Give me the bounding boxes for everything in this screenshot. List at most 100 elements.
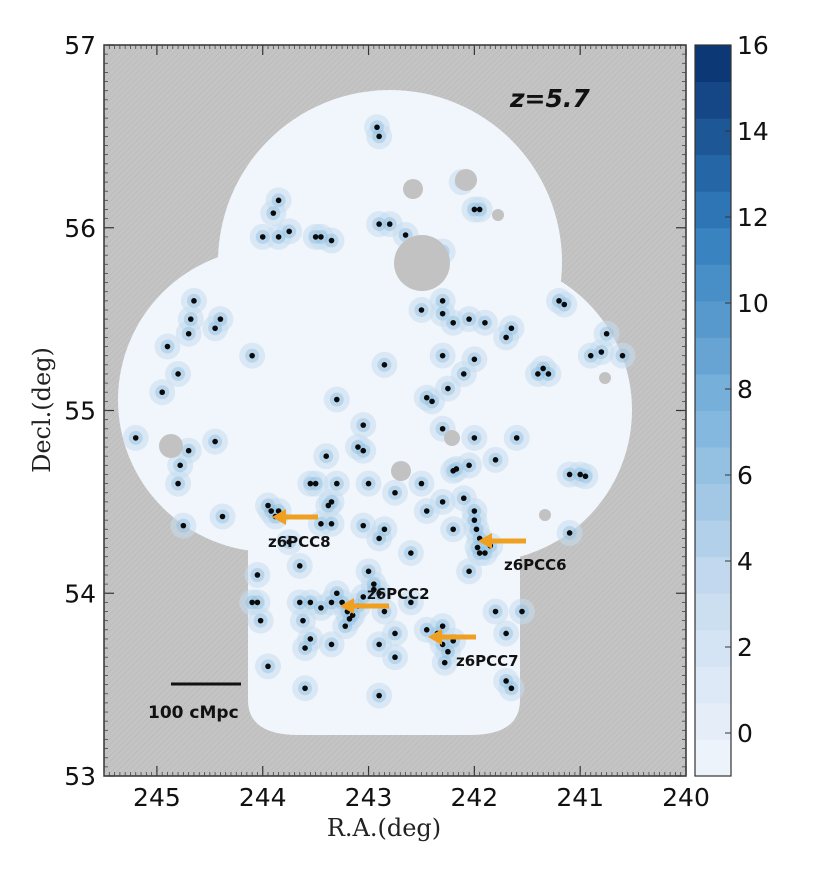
galaxy-point xyxy=(300,617,306,624)
galaxy-point xyxy=(460,495,467,502)
galaxy-point xyxy=(286,539,292,545)
galaxy-point xyxy=(175,480,181,487)
colorbar-band xyxy=(695,300,731,338)
galaxy-point xyxy=(249,599,255,606)
galaxy-point xyxy=(474,544,481,551)
galaxy-point xyxy=(177,462,183,469)
arrow-head xyxy=(478,533,492,549)
galaxy-point xyxy=(376,590,382,597)
galaxy-point xyxy=(371,581,377,587)
galaxy-point xyxy=(175,371,181,377)
scale-bar-label: 100 cMpc xyxy=(148,703,239,723)
galaxy-point xyxy=(450,468,457,474)
galaxy-point xyxy=(318,521,324,527)
colorbar-tick-label: 10 xyxy=(737,289,769,318)
galaxy-point xyxy=(439,623,446,629)
galaxy-point xyxy=(503,334,509,341)
y-tick-label: 54 xyxy=(64,579,96,608)
galaxy-point xyxy=(429,398,435,405)
galaxy-point xyxy=(159,389,165,396)
galaxy-point xyxy=(476,550,483,556)
galaxy-point xyxy=(466,462,472,469)
galaxy-point xyxy=(503,678,509,684)
galaxy-point xyxy=(508,685,515,692)
galaxy-point xyxy=(307,636,314,642)
overdensity-label: z6PCC7 xyxy=(456,652,519,670)
x-tick-label: 242 xyxy=(451,783,499,812)
galaxy-point xyxy=(318,605,324,611)
galaxy-point xyxy=(450,319,457,326)
colorbar-band xyxy=(695,264,731,302)
galaxy-point xyxy=(381,608,388,615)
galaxy-point xyxy=(460,371,467,377)
galaxy-point xyxy=(365,568,372,575)
x-tick-label: 245 xyxy=(133,783,181,812)
galaxy-point xyxy=(603,330,610,337)
galaxy-point xyxy=(296,599,303,606)
galaxy-point xyxy=(482,319,488,326)
galaxy-point xyxy=(445,385,451,392)
mask-hole xyxy=(391,461,411,481)
galaxy-point xyxy=(408,550,414,556)
galaxy-point xyxy=(381,526,388,533)
colorbar: 0 2 4 6 8 10 12 14 16 xyxy=(694,31,769,777)
galaxy-point xyxy=(392,654,398,661)
galaxy-point xyxy=(185,447,192,454)
colorbar-band xyxy=(695,81,731,119)
mask-hole xyxy=(539,509,551,521)
galaxy-point xyxy=(450,526,457,533)
galaxy-point xyxy=(328,521,335,527)
galaxy-point xyxy=(334,396,340,403)
galaxy-point xyxy=(265,502,271,509)
galaxy-point xyxy=(439,352,446,359)
galaxy-point xyxy=(471,517,478,523)
colorbar-tick-label: 8 xyxy=(737,375,753,404)
galaxy-point xyxy=(307,480,314,487)
galaxy-point xyxy=(376,133,382,140)
galaxy-point xyxy=(328,237,335,244)
galaxy-point xyxy=(286,228,292,235)
galaxy-point xyxy=(180,522,187,529)
galaxy-point xyxy=(323,453,330,459)
galaxy-point xyxy=(392,489,398,496)
galaxy-point xyxy=(376,221,382,227)
galaxy-point xyxy=(191,298,197,304)
galaxy-point xyxy=(598,349,605,355)
galaxy-point xyxy=(275,508,282,514)
y-axis-title: Decl.(deg) xyxy=(28,347,56,473)
galaxy-point xyxy=(339,599,345,606)
overdensity-label: z6PCC2 xyxy=(367,585,430,603)
colorbar-tick-label: 12 xyxy=(737,203,769,232)
galaxy-point xyxy=(408,599,414,606)
galaxy-point xyxy=(365,480,372,487)
galaxy-point xyxy=(376,692,382,699)
galaxy-point xyxy=(360,422,367,428)
arrow-head xyxy=(340,598,354,614)
galaxy-point xyxy=(349,612,356,618)
galaxy-point xyxy=(164,343,171,350)
galaxy-point xyxy=(307,599,314,606)
colorbar-band xyxy=(695,520,731,558)
galaxy-point xyxy=(519,608,525,615)
galaxy-point xyxy=(508,325,515,332)
colorbar-band xyxy=(695,410,731,448)
galaxy-point xyxy=(482,550,488,556)
colorbar-tick-label: 2 xyxy=(737,633,753,662)
colorbar-band xyxy=(695,739,731,777)
galaxy-point xyxy=(392,630,398,637)
galaxy-point xyxy=(492,608,499,615)
x-tick-label: 244 xyxy=(239,783,287,812)
overdensity-label: z6PCC6 xyxy=(504,556,567,574)
galaxy-point xyxy=(270,210,277,216)
galaxy-point xyxy=(503,630,509,637)
galaxy-point xyxy=(376,535,382,542)
galaxy-point xyxy=(423,394,430,401)
galaxy-point xyxy=(275,197,282,204)
colorbar-tick-label: 0 xyxy=(737,719,753,748)
masked-regions xyxy=(159,169,611,521)
overdensity-annotations: z6PCC8 z6PCC6 z6PCC2 z6PCC7 xyxy=(268,509,567,670)
arrow-head xyxy=(428,629,442,645)
colorbar-band xyxy=(695,45,731,83)
galaxy-point xyxy=(381,362,388,368)
galaxy-point xyxy=(540,365,546,372)
